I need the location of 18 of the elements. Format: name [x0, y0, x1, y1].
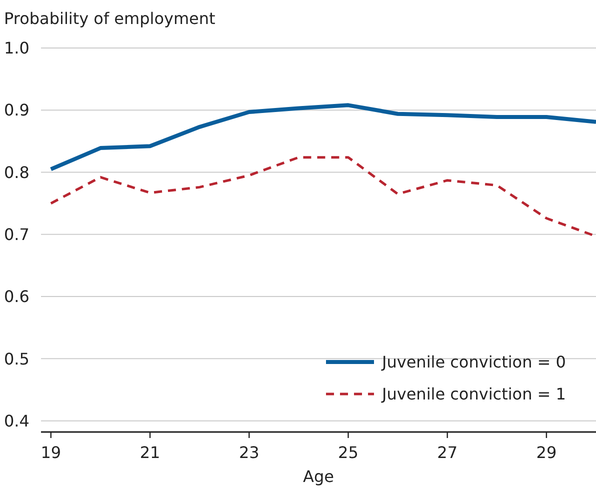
y-tick-label: 0.8	[4, 162, 30, 182]
y-tick-label: 0.7	[4, 225, 30, 244]
y-tick-label: 0.9	[4, 100, 30, 120]
legend-label: Juvenile conviction = 1	[381, 384, 566, 404]
x-axis-title: Age	[303, 467, 334, 486]
line-series	[48, 103, 596, 172]
x-tick-label: 21	[140, 443, 160, 462]
x-tick-label: 25	[338, 443, 358, 462]
x-tick-label: 19	[40, 443, 62, 462]
legend-label: Juvenile conviction = 0	[381, 352, 566, 372]
x-tick-label: 29	[536, 443, 557, 462]
x-tick-label: 27	[437, 443, 458, 462]
y-tick-label: 1.0	[4, 38, 30, 58]
x-tick-label: 23	[238, 443, 260, 462]
y-tick-label: 0.5	[4, 349, 30, 368]
y-axis-title: Probability of employment	[4, 9, 216, 28]
y-tick-label: 0.6	[4, 287, 30, 306]
y-tick-label: 0.4	[4, 411, 30, 430]
